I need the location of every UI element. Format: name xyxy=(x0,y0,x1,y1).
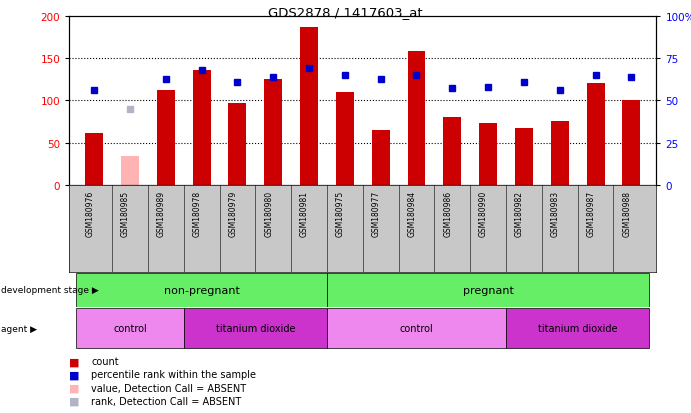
Text: ■: ■ xyxy=(69,356,79,366)
Bar xyxy=(408,52,426,186)
Bar xyxy=(623,101,641,186)
Bar xyxy=(85,133,103,186)
Bar xyxy=(76,273,327,307)
Text: GSM180990: GSM180990 xyxy=(479,190,488,236)
Bar xyxy=(506,309,650,348)
Bar xyxy=(515,128,533,186)
Bar xyxy=(229,104,247,186)
Bar xyxy=(193,71,211,186)
Bar xyxy=(121,156,139,186)
Text: GSM180983: GSM180983 xyxy=(551,190,560,236)
Text: GSM180981: GSM180981 xyxy=(300,190,309,236)
Text: GSM180975: GSM180975 xyxy=(336,190,345,236)
Bar xyxy=(264,80,282,186)
Text: development stage ▶: development stage ▶ xyxy=(1,286,98,294)
Text: titanium dioxide: titanium dioxide xyxy=(538,323,618,333)
Bar xyxy=(327,309,506,348)
Text: pregnant: pregnant xyxy=(463,285,513,295)
Text: GSM180980: GSM180980 xyxy=(264,190,273,236)
Bar xyxy=(157,91,175,186)
Bar xyxy=(300,28,318,186)
Bar xyxy=(184,309,327,348)
Text: GSM180977: GSM180977 xyxy=(372,190,381,236)
Text: GSM180982: GSM180982 xyxy=(515,190,524,236)
Text: titanium dioxide: titanium dioxide xyxy=(216,323,295,333)
Text: control: control xyxy=(399,323,433,333)
Bar xyxy=(372,131,390,186)
Text: ■: ■ xyxy=(69,370,79,380)
Text: ■: ■ xyxy=(69,396,79,406)
Text: GDS2878 / 1417603_at: GDS2878 / 1417603_at xyxy=(268,6,423,19)
Bar xyxy=(587,84,605,186)
Text: value, Detection Call = ABSENT: value, Detection Call = ABSENT xyxy=(91,383,246,393)
Bar xyxy=(327,273,650,307)
Bar xyxy=(444,117,462,186)
Text: GSM180978: GSM180978 xyxy=(193,190,202,236)
Bar xyxy=(479,124,497,186)
Text: count: count xyxy=(91,356,119,366)
Text: GSM180976: GSM180976 xyxy=(85,190,94,236)
Text: GSM180988: GSM180988 xyxy=(623,190,632,236)
Text: non-pregnant: non-pregnant xyxy=(164,285,240,295)
Text: GSM180984: GSM180984 xyxy=(408,190,417,236)
Text: agent ▶: agent ▶ xyxy=(1,324,37,333)
Text: GSM180985: GSM180985 xyxy=(121,190,130,236)
Text: percentile rank within the sample: percentile rank within the sample xyxy=(91,370,256,380)
Text: GSM180986: GSM180986 xyxy=(444,190,453,236)
Text: ■: ■ xyxy=(69,383,79,393)
Text: GSM180989: GSM180989 xyxy=(157,190,166,236)
Bar xyxy=(336,93,354,186)
Bar xyxy=(76,309,184,348)
Bar xyxy=(551,121,569,186)
Text: GSM180987: GSM180987 xyxy=(587,190,596,236)
Text: control: control xyxy=(113,323,147,333)
Text: rank, Detection Call = ABSENT: rank, Detection Call = ABSENT xyxy=(91,396,241,406)
Text: GSM180979: GSM180979 xyxy=(229,190,238,236)
